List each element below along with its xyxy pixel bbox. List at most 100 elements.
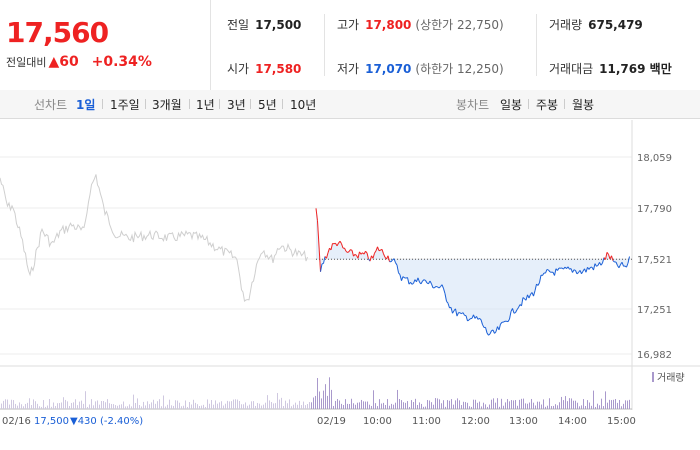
volume-bar [301, 405, 302, 409]
volume-bar [269, 400, 270, 409]
divider [528, 99, 529, 109]
price-box: 17,560 전일대비 ▲60 +0.34% [0, 0, 211, 90]
volume-bar [575, 400, 576, 409]
volume-bar [127, 406, 128, 409]
volume-bar [7, 399, 8, 409]
volume-bar [579, 406, 580, 409]
volume-bar [197, 404, 198, 409]
volume-bar [469, 406, 470, 409]
volume-bar [13, 400, 14, 409]
volume-bar [619, 400, 620, 409]
tab-monthly-candle[interactable]: 월봉 [572, 98, 595, 112]
volume-bar [123, 401, 124, 409]
volume-bar [223, 405, 224, 409]
price-line-segment [525, 294, 528, 301]
y-tick-label: 18,059 [637, 153, 672, 164]
price-line-segment [423, 279, 426, 281]
volume-bar [457, 398, 458, 409]
price-line-segment [605, 252, 608, 260]
volume-bar [235, 399, 236, 409]
volume-bar [535, 405, 536, 409]
volume-bar [419, 402, 420, 409]
volume-bar [481, 406, 482, 409]
price-line-segment [477, 317, 480, 320]
volume-bar [189, 402, 190, 409]
volume-bar [617, 402, 618, 409]
volume-bar [227, 400, 228, 409]
price-line-segment [467, 319, 470, 322]
tab-10year[interactable]: 10년 [290, 98, 317, 112]
volume-bar [287, 403, 288, 409]
volume-bar [585, 406, 586, 409]
price-line-segment [425, 280, 428, 284]
tab-daily-candle[interactable]: 일봉 [500, 98, 523, 112]
price-line-segment [446, 300, 449, 304]
price-line-segment [465, 315, 468, 322]
volume-bar [495, 402, 496, 409]
volume-bar [377, 406, 378, 409]
volume-bar [375, 403, 376, 409]
volume-bar [203, 404, 204, 409]
volume-bar [499, 406, 500, 409]
volume-bar [43, 400, 44, 409]
price-line-segment [411, 282, 414, 285]
volume-bar [485, 404, 486, 409]
tab-weekly-candle[interactable]: 주봉 [536, 98, 559, 112]
volume-bar [89, 404, 90, 409]
price-line-segment [396, 264, 399, 273]
volume-bar [135, 402, 136, 409]
price-line-segment [576, 272, 579, 275]
volume-bar [39, 406, 40, 409]
volume-bar [255, 405, 256, 409]
tab-1year[interactable]: 1년 [196, 98, 215, 112]
price-line-segment [351, 250, 354, 257]
volume-bar [573, 400, 574, 409]
price-line-segment [330, 243, 333, 251]
volume-bar [137, 398, 138, 409]
tab-3month[interactable]: 3개월 [152, 98, 182, 112]
price-line-segment [602, 257, 605, 264]
price-line-segment [393, 258, 396, 263]
volume-bar [595, 406, 596, 409]
volume-bar [259, 403, 260, 409]
volume-bar [163, 395, 164, 409]
tab-1day[interactable]: 1일 [76, 98, 96, 112]
tab-1week[interactable]: 1주일 [110, 98, 140, 112]
price-line-segment [621, 262, 624, 267]
volume-bar [239, 400, 240, 409]
volume-bar [439, 399, 440, 409]
tab-3year[interactable]: 3년 [227, 98, 246, 112]
volume-bar [569, 398, 570, 409]
volume-bar [219, 402, 220, 409]
tab-5year[interactable]: 5년 [258, 98, 277, 112]
volume-bar [35, 401, 36, 409]
volume-bar [341, 403, 342, 409]
volume-bar [591, 405, 592, 409]
x-tick-label: 12:00 [461, 416, 490, 427]
volume-bar [383, 402, 384, 409]
volume-bar [405, 402, 406, 409]
volume-bar [61, 402, 62, 409]
volume-bar [391, 403, 392, 409]
price-line-segment [317, 220, 320, 247]
price-line-segment [489, 330, 492, 335]
volume-bar [37, 403, 38, 409]
price-line-segment [429, 280, 432, 285]
volume-bar [23, 406, 24, 409]
stat-open: 시가 17,580 [227, 62, 302, 76]
volume-bar [191, 404, 192, 409]
volume-bar [295, 402, 296, 409]
volume-bar [545, 406, 546, 409]
volume-bar [365, 401, 366, 409]
price-line-segment [422, 279, 425, 282]
volume-bar [209, 403, 210, 409]
price-line-segment [366, 252, 369, 260]
price-line-segment [341, 243, 344, 249]
volume-bar [249, 404, 250, 409]
volume-bar [547, 405, 548, 409]
volume-bar [207, 399, 208, 409]
volume-bar [309, 402, 310, 409]
volume-bar [265, 402, 266, 409]
volume-bar [609, 399, 610, 409]
volume-bar [139, 405, 140, 409]
